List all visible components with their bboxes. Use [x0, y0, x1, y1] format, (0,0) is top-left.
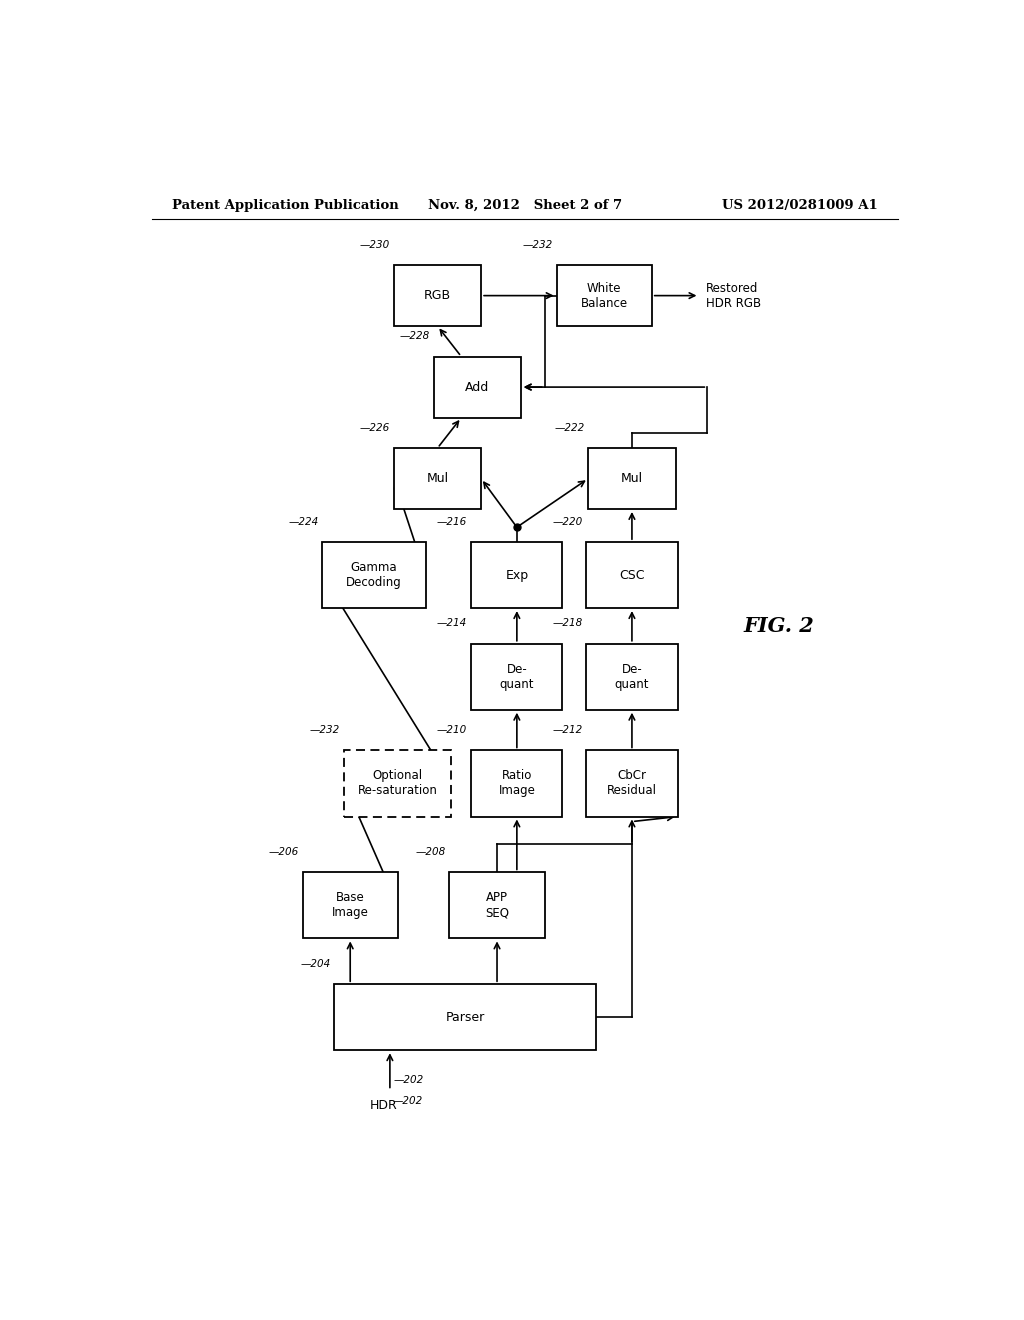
- Text: Add: Add: [465, 380, 489, 393]
- Bar: [588, 447, 676, 510]
- Bar: [587, 751, 678, 817]
- Text: US 2012/0281009 A1: US 2012/0281009 A1: [722, 199, 878, 213]
- Bar: [344, 751, 452, 817]
- Bar: [471, 543, 562, 609]
- Bar: [323, 543, 426, 609]
- Text: —222: —222: [554, 422, 585, 433]
- Text: —204: —204: [300, 958, 331, 969]
- Text: —210: —210: [437, 725, 467, 735]
- Text: Gamma
Decoding: Gamma Decoding: [346, 561, 401, 589]
- Bar: [557, 265, 652, 326]
- Text: —226: —226: [359, 422, 390, 433]
- Bar: [471, 644, 562, 710]
- Text: Ratio
Image: Ratio Image: [499, 770, 536, 797]
- Text: —232: —232: [522, 240, 553, 249]
- Text: Patent Application Publication: Patent Application Publication: [172, 199, 398, 213]
- Text: Mul: Mul: [426, 473, 449, 484]
- Text: —206: —206: [268, 847, 299, 857]
- Text: —230: —230: [359, 240, 390, 249]
- Text: —214: —214: [437, 619, 467, 628]
- Text: —220: —220: [552, 517, 583, 527]
- Bar: [587, 543, 678, 609]
- Bar: [471, 751, 562, 817]
- Bar: [334, 985, 596, 1051]
- Text: —212: —212: [552, 725, 583, 735]
- Text: De-
quant: De- quant: [500, 663, 535, 690]
- Text: —202: —202: [394, 1076, 424, 1085]
- Text: RGB: RGB: [424, 289, 451, 302]
- Text: —228: —228: [399, 331, 430, 342]
- Text: APP
SEQ: APP SEQ: [485, 891, 509, 920]
- Text: Nov. 8, 2012   Sheet 2 of 7: Nov. 8, 2012 Sheet 2 of 7: [428, 199, 622, 213]
- Text: —208: —208: [415, 847, 445, 857]
- Bar: [394, 447, 481, 510]
- Bar: [450, 873, 545, 939]
- Text: FIG. 2: FIG. 2: [743, 616, 814, 636]
- Text: Base
Image: Base Image: [332, 891, 369, 920]
- Text: —202: —202: [392, 1096, 423, 1106]
- Bar: [303, 873, 398, 939]
- Bar: [394, 265, 481, 326]
- Text: White
Balance: White Balance: [581, 281, 628, 310]
- Text: CSC: CSC: [620, 569, 645, 582]
- Text: Exp: Exp: [505, 569, 528, 582]
- Text: —224: —224: [288, 517, 318, 527]
- Bar: [433, 356, 521, 417]
- Text: HDR: HDR: [370, 1100, 397, 1113]
- Text: CbCr
Residual: CbCr Residual: [607, 770, 657, 797]
- Text: Mul: Mul: [621, 473, 643, 484]
- Text: De-
quant: De- quant: [614, 663, 649, 690]
- Text: —216: —216: [437, 517, 467, 527]
- Text: Optional
Re-saturation: Optional Re-saturation: [357, 770, 438, 797]
- Text: Restored
HDR RGB: Restored HDR RGB: [706, 281, 761, 310]
- Bar: [587, 644, 678, 710]
- Text: Parser: Parser: [445, 1011, 485, 1024]
- Text: —232: —232: [310, 725, 340, 735]
- Text: —218: —218: [552, 619, 583, 628]
